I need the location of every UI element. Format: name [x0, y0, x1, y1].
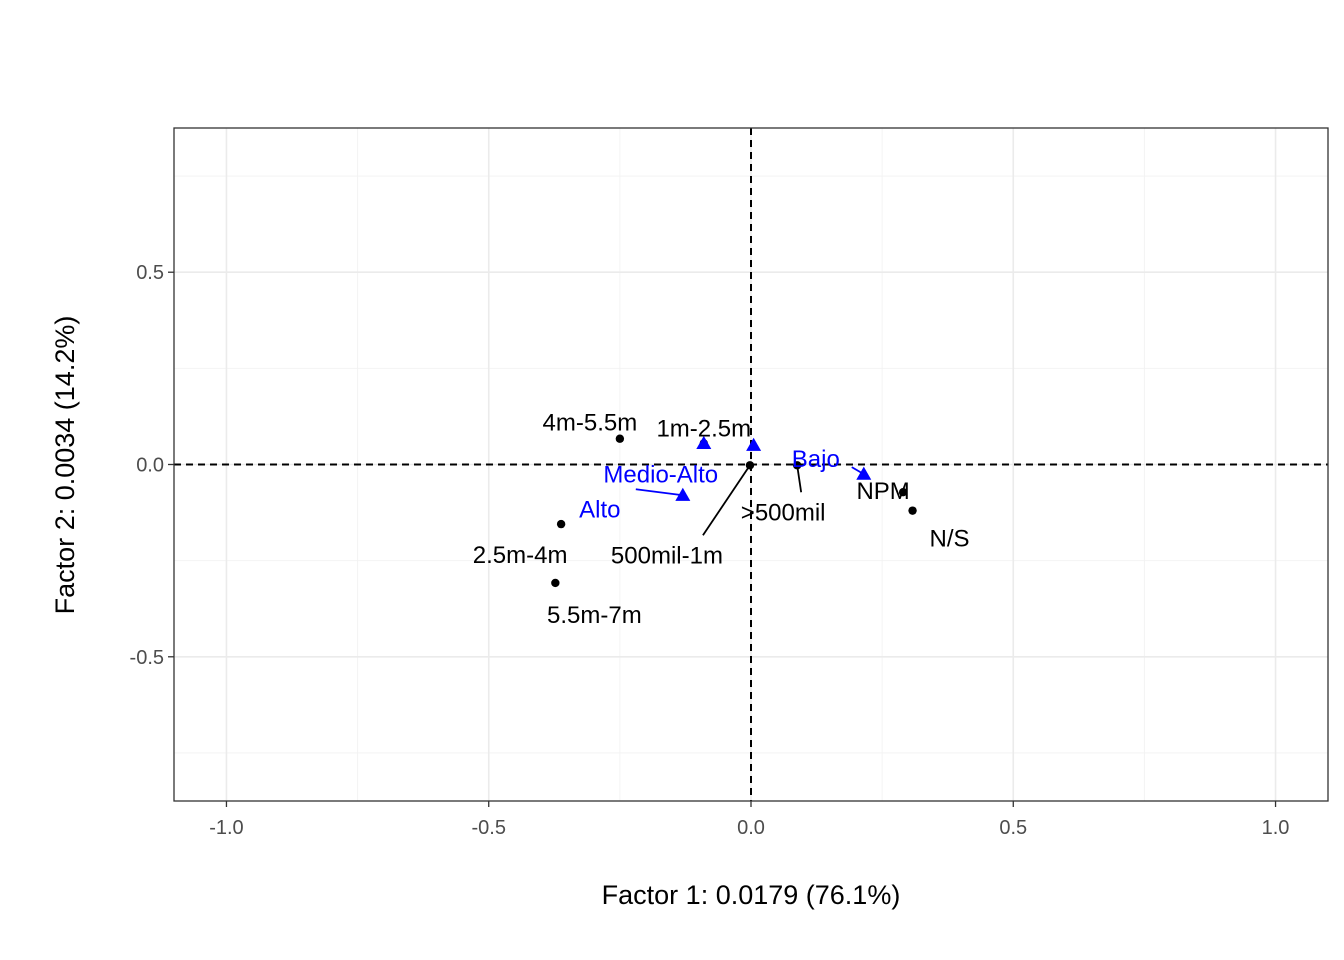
- x-tick-label: 1.0: [1262, 817, 1290, 839]
- y-tick-label: -0.5: [130, 647, 164, 669]
- y-tick-label: 0.5: [136, 262, 164, 284]
- label-leader: [796, 465, 803, 493]
- data-points: [551, 434, 917, 588]
- point-label: 500mil-1m: [611, 542, 723, 569]
- row-point-marker: [551, 578, 560, 588]
- column-point-marker: [746, 437, 762, 451]
- point-label: 1m-2.5m: [656, 415, 751, 442]
- point-label: 5.5m-7m: [547, 602, 642, 629]
- x-axis-ticks: -1.0 -0.5 0.0 0.5 1.0: [209, 801, 1289, 839]
- x-tick-label: 0.5: [999, 817, 1027, 839]
- point-label: Alto: [579, 496, 620, 523]
- y-tick-label: 0.0: [136, 455, 164, 477]
- label-leader: [635, 488, 683, 497]
- column-point-marker: [856, 466, 872, 480]
- column-point-marker: [696, 435, 712, 449]
- row-point-marker: [556, 519, 566, 529]
- column-point-marker: [675, 487, 691, 501]
- point-label: 4m-5.5m: [543, 410, 638, 437]
- y-axis-ticks: -0.5 0.0 0.5: [130, 262, 174, 669]
- point-label: NPM: [856, 478, 909, 505]
- label-leader: [702, 464, 751, 536]
- point-label: N/S: [930, 526, 970, 553]
- x-axis-title: Factor 1: 0.0179 (76.1%): [602, 880, 901, 910]
- x-tick-label: -1.0: [209, 817, 243, 839]
- x-tick-label: -0.5: [471, 817, 505, 839]
- point-label: Bajo: [792, 446, 840, 473]
- row-point-marker: [615, 434, 625, 443]
- point-label: 2.5m-4m: [473, 542, 568, 569]
- row-point-marker: [792, 461, 802, 470]
- row-point-marker: [898, 487, 908, 497]
- x-tick-label: 0.0: [737, 817, 765, 839]
- point-label: Medio-Alto: [603, 461, 718, 488]
- row-point-marker: [908, 506, 917, 515]
- row-point-marker: [745, 461, 755, 470]
- data-labels: 4m-5.5m 1m-2.5m 500mil-1m >500mil NPM N/S 2.5m…: [473, 410, 970, 629]
- point-label: >500mil: [741, 499, 826, 526]
- y-axis-title: Factor 2: 0.0034 (14.2%): [50, 316, 80, 615]
